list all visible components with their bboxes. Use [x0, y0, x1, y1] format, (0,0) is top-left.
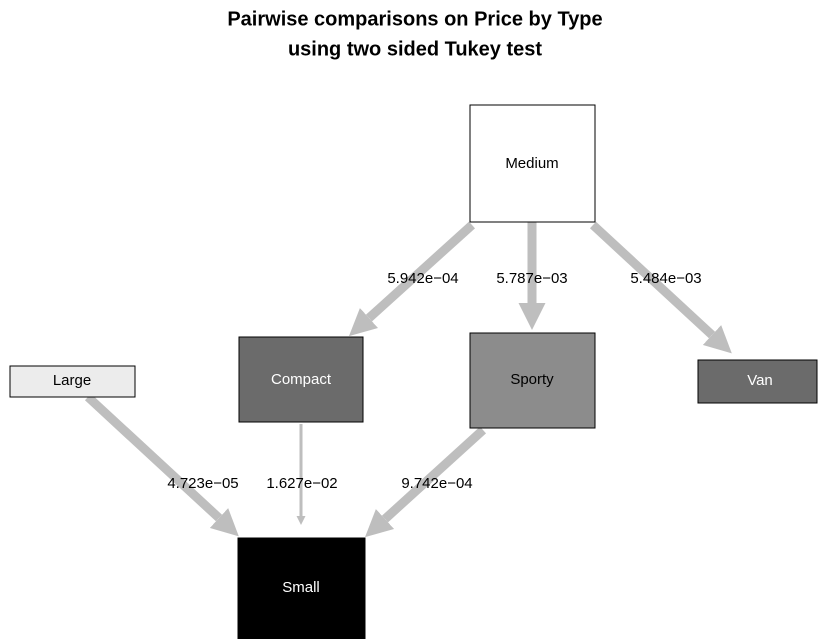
node-label: Van — [747, 372, 773, 389]
node-box — [469, 104, 596, 223]
edge-label: 5.484e−03 — [630, 270, 701, 287]
node-box — [697, 359, 818, 404]
node-box — [469, 332, 596, 429]
edge — [589, 221, 732, 354]
node-label: Medium — [505, 155, 558, 172]
title-line: using two sided Tukey test — [288, 38, 542, 60]
title-line: Pairwise comparisons on Price by Type — [227, 8, 602, 30]
edge-label: 1.627e−02 — [266, 475, 337, 492]
node-label: Sporty — [510, 371, 554, 388]
edge — [348, 221, 476, 337]
edge-label: 5.787e−03 — [496, 270, 567, 287]
edge-label: 9.742e−04 — [401, 475, 472, 492]
node-label: Small — [282, 579, 320, 596]
node-label: Compact — [271, 371, 332, 388]
node-box — [238, 336, 364, 423]
node-box — [237, 537, 366, 639]
edge — [84, 393, 239, 537]
node-box — [9, 365, 136, 398]
edge-label: 4.723e−05 — [167, 475, 238, 492]
node-label: Large — [53, 372, 91, 389]
edge — [365, 426, 487, 538]
edge-label: 5.942e−04 — [387, 270, 458, 287]
